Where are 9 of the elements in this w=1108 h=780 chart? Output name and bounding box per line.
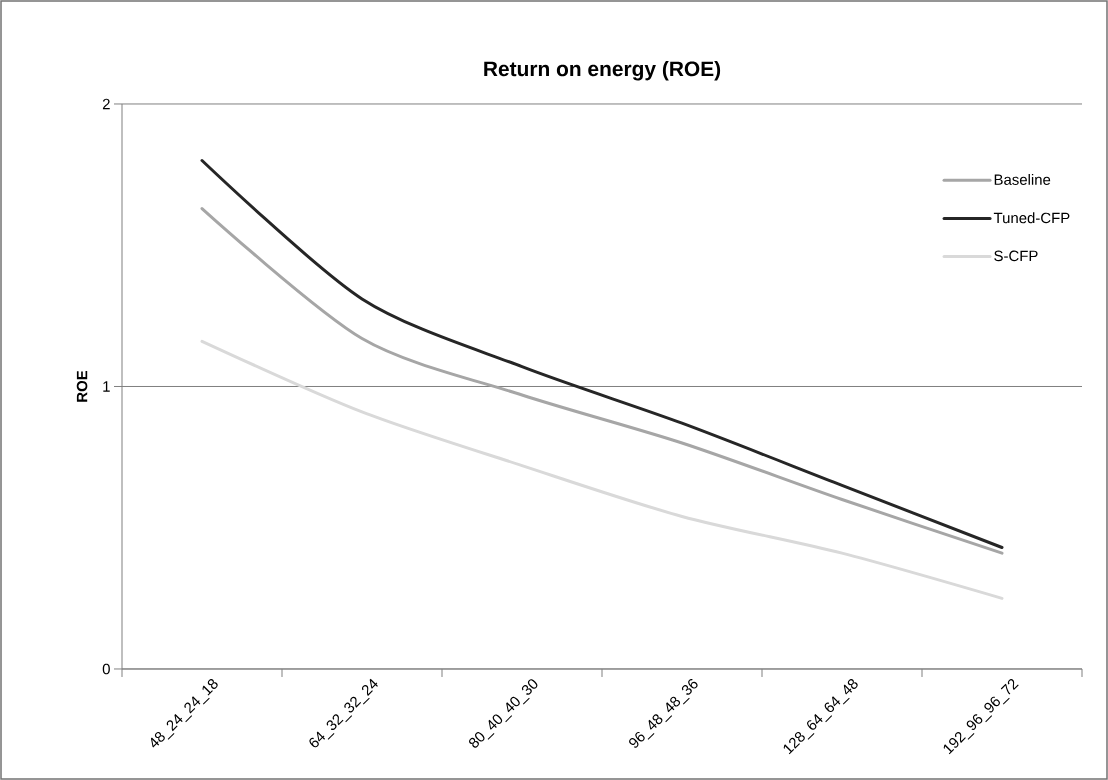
y-tick-label: 0 [102,663,110,675]
legend-label: S-CFP [994,250,1038,262]
chart-title: Return on energy (ROE) [484,60,721,81]
line-series [200,339,1004,600]
y-tick-label: 2 [102,98,110,110]
y-tick-label: 1 [103,381,110,392]
legend-label: Tuned-CFP [993,212,1070,224]
legend-label: Baseline [994,173,1051,185]
y-axis-title: ROE [76,370,88,402]
